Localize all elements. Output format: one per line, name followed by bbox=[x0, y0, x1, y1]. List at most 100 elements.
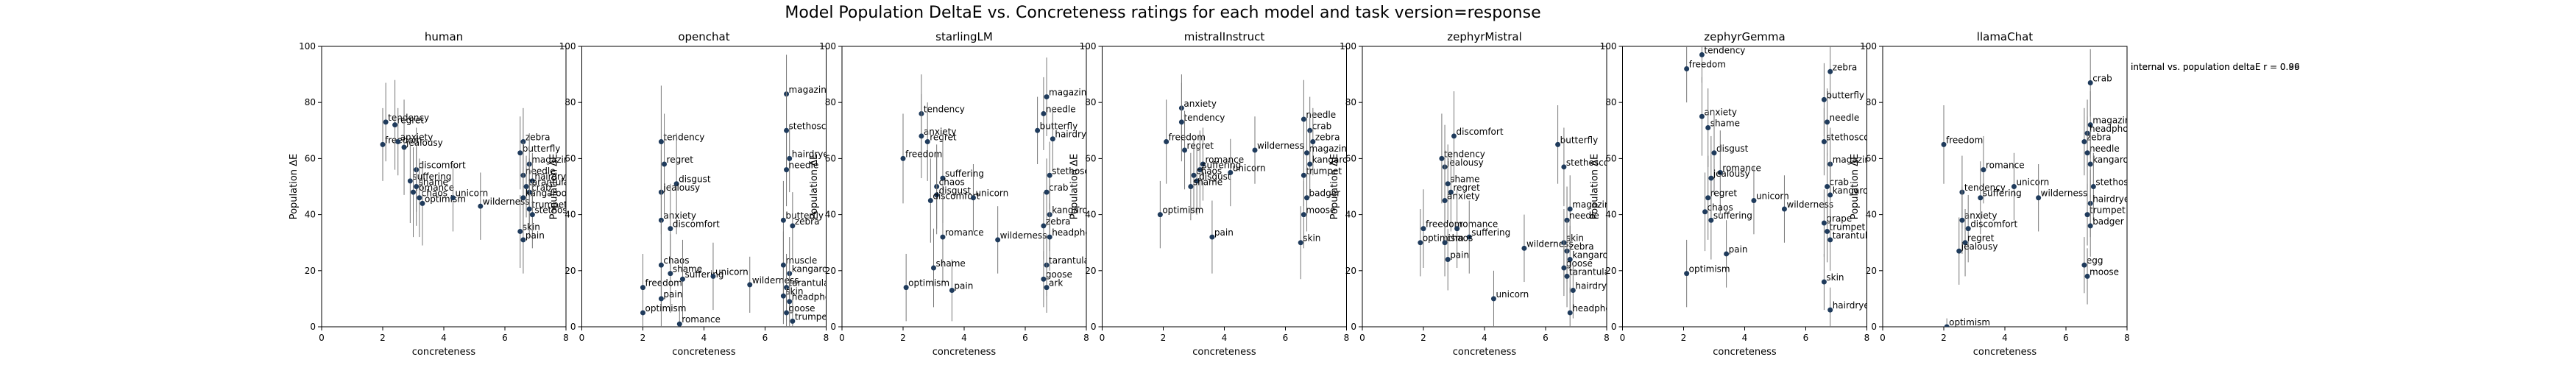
data-point bbox=[1490, 296, 1496, 302]
point-label: shame bbox=[1710, 118, 1740, 128]
correlation-note-1: internal vs. population deltaE r = 0.96 bbox=[2131, 62, 2300, 72]
point-label: zebra bbox=[1833, 62, 1858, 72]
point-label: needle bbox=[526, 166, 556, 176]
x-tick-label: 6 bbox=[762, 333, 768, 343]
y-tick-label: 20 bbox=[565, 266, 576, 276]
y-tick-label: 20 bbox=[1605, 266, 1616, 276]
data-point bbox=[1035, 127, 1041, 133]
y-tick-label: 0 bbox=[570, 322, 576, 332]
data-point bbox=[1301, 172, 1306, 178]
data-point bbox=[676, 321, 682, 327]
point-label: anxiety bbox=[1964, 210, 1998, 221]
point-label: zebra bbox=[2087, 132, 2112, 143]
point-label: crab bbox=[2092, 74, 2112, 84]
x-tick-label: 2 bbox=[1941, 333, 1947, 343]
data-point bbox=[1699, 52, 1705, 57]
data-point bbox=[2084, 212, 2090, 218]
point-label: tendency bbox=[1704, 45, 1745, 55]
subplot-title: human bbox=[425, 30, 463, 43]
data-point bbox=[1561, 265, 1567, 271]
point-label: hairdryer bbox=[1055, 130, 1095, 140]
data-point bbox=[1564, 273, 1570, 279]
subplot-title: zephyrGemma bbox=[1704, 30, 1785, 43]
point-label: pain bbox=[1450, 250, 1469, 261]
subplot-title: zephyrMistral bbox=[1447, 30, 1522, 43]
data-point bbox=[924, 139, 930, 145]
x-tick-label: 6 bbox=[1022, 333, 1028, 343]
point-label: unicorn bbox=[715, 266, 749, 277]
data-point bbox=[903, 285, 909, 291]
data-point bbox=[411, 189, 416, 195]
point-label: romance bbox=[416, 183, 455, 193]
data-point bbox=[1827, 307, 1833, 313]
x-axis-label: concreteness bbox=[1713, 347, 1777, 358]
point-label: muscle bbox=[785, 255, 817, 266]
point-label: badger bbox=[1309, 188, 1341, 199]
y-tick-label: 40 bbox=[565, 210, 576, 220]
point-label: egg bbox=[2087, 255, 2103, 266]
x-tick-label: 4 bbox=[441, 333, 447, 343]
data-point bbox=[1448, 189, 1454, 195]
data-point bbox=[1439, 155, 1445, 161]
correlation-note-2: internal vs. population deltaE r = 0.89 bbox=[2131, 62, 2300, 72]
point-label: trumpet bbox=[1306, 166, 1342, 176]
x-axis-label: concreteness bbox=[933, 347, 997, 358]
data-point bbox=[1705, 124, 1711, 130]
data-point bbox=[1191, 172, 1197, 178]
y-tick-label: 0 bbox=[310, 322, 316, 332]
points-layer: freedomromanceunicornwildernesstendencys… bbox=[1941, 49, 2127, 327]
point-label: tendency bbox=[663, 132, 704, 143]
point-label: chaos bbox=[1196, 166, 1222, 176]
point-label: tendency bbox=[924, 104, 965, 114]
data-point bbox=[1981, 167, 1986, 173]
x-tick-label: 6 bbox=[2063, 333, 2069, 343]
x-axis-label: concreteness bbox=[1192, 347, 1256, 358]
point-label: kangaroo bbox=[792, 264, 833, 275]
data-point bbox=[900, 155, 906, 161]
point-label: disgust bbox=[679, 174, 711, 185]
data-point bbox=[931, 265, 936, 271]
point-label: chaos bbox=[1447, 233, 1473, 244]
x-tick-label: 6 bbox=[1283, 333, 1289, 343]
point-label: freedom bbox=[645, 278, 682, 289]
y-tick-label: 0 bbox=[1871, 322, 1877, 332]
point-label: crab bbox=[1312, 121, 1332, 131]
x-axis-label: concreteness bbox=[412, 347, 476, 358]
data-point bbox=[1041, 276, 1047, 282]
point-label: shame bbox=[419, 177, 448, 188]
point-label: freedom bbox=[1946, 135, 1983, 145]
point-label: wilderness bbox=[1257, 141, 1304, 151]
y-tick-label: 100 bbox=[1600, 41, 1617, 52]
point-label: skin bbox=[523, 222, 540, 232]
point-label: needle bbox=[1306, 110, 1336, 120]
x-tick-label: 2 bbox=[1420, 333, 1426, 343]
data-point bbox=[1301, 212, 1306, 218]
y-tick-label: 60 bbox=[305, 153, 316, 163]
data-point bbox=[1044, 189, 1050, 195]
point-label: regret bbox=[1967, 233, 1995, 244]
x-tick-label: 8 bbox=[1604, 333, 1610, 343]
data-point bbox=[1827, 237, 1833, 243]
point-label: romance bbox=[945, 227, 984, 238]
point-label: anxiety bbox=[1704, 107, 1737, 117]
y-tick-label: 0 bbox=[1351, 322, 1356, 332]
point-label: wilderness bbox=[1786, 199, 1833, 210]
data-point bbox=[1194, 178, 1200, 184]
point-label: hairdryer bbox=[792, 149, 832, 159]
point-label: kangaroo bbox=[526, 188, 567, 199]
point-label: trumpet bbox=[1830, 222, 1866, 232]
y-tick-label: 80 bbox=[825, 97, 836, 107]
subplot-title: llamaChat bbox=[1977, 30, 2034, 43]
point-label: shame bbox=[1450, 174, 1479, 185]
data-point bbox=[1050, 136, 1055, 142]
data-point bbox=[1978, 195, 1984, 201]
data-point bbox=[747, 282, 753, 288]
data-point bbox=[1567, 310, 1573, 316]
data-point bbox=[2087, 161, 2093, 167]
data-point bbox=[417, 195, 422, 201]
x-tick-label: 8 bbox=[824, 333, 829, 343]
data-point bbox=[1717, 169, 1723, 175]
